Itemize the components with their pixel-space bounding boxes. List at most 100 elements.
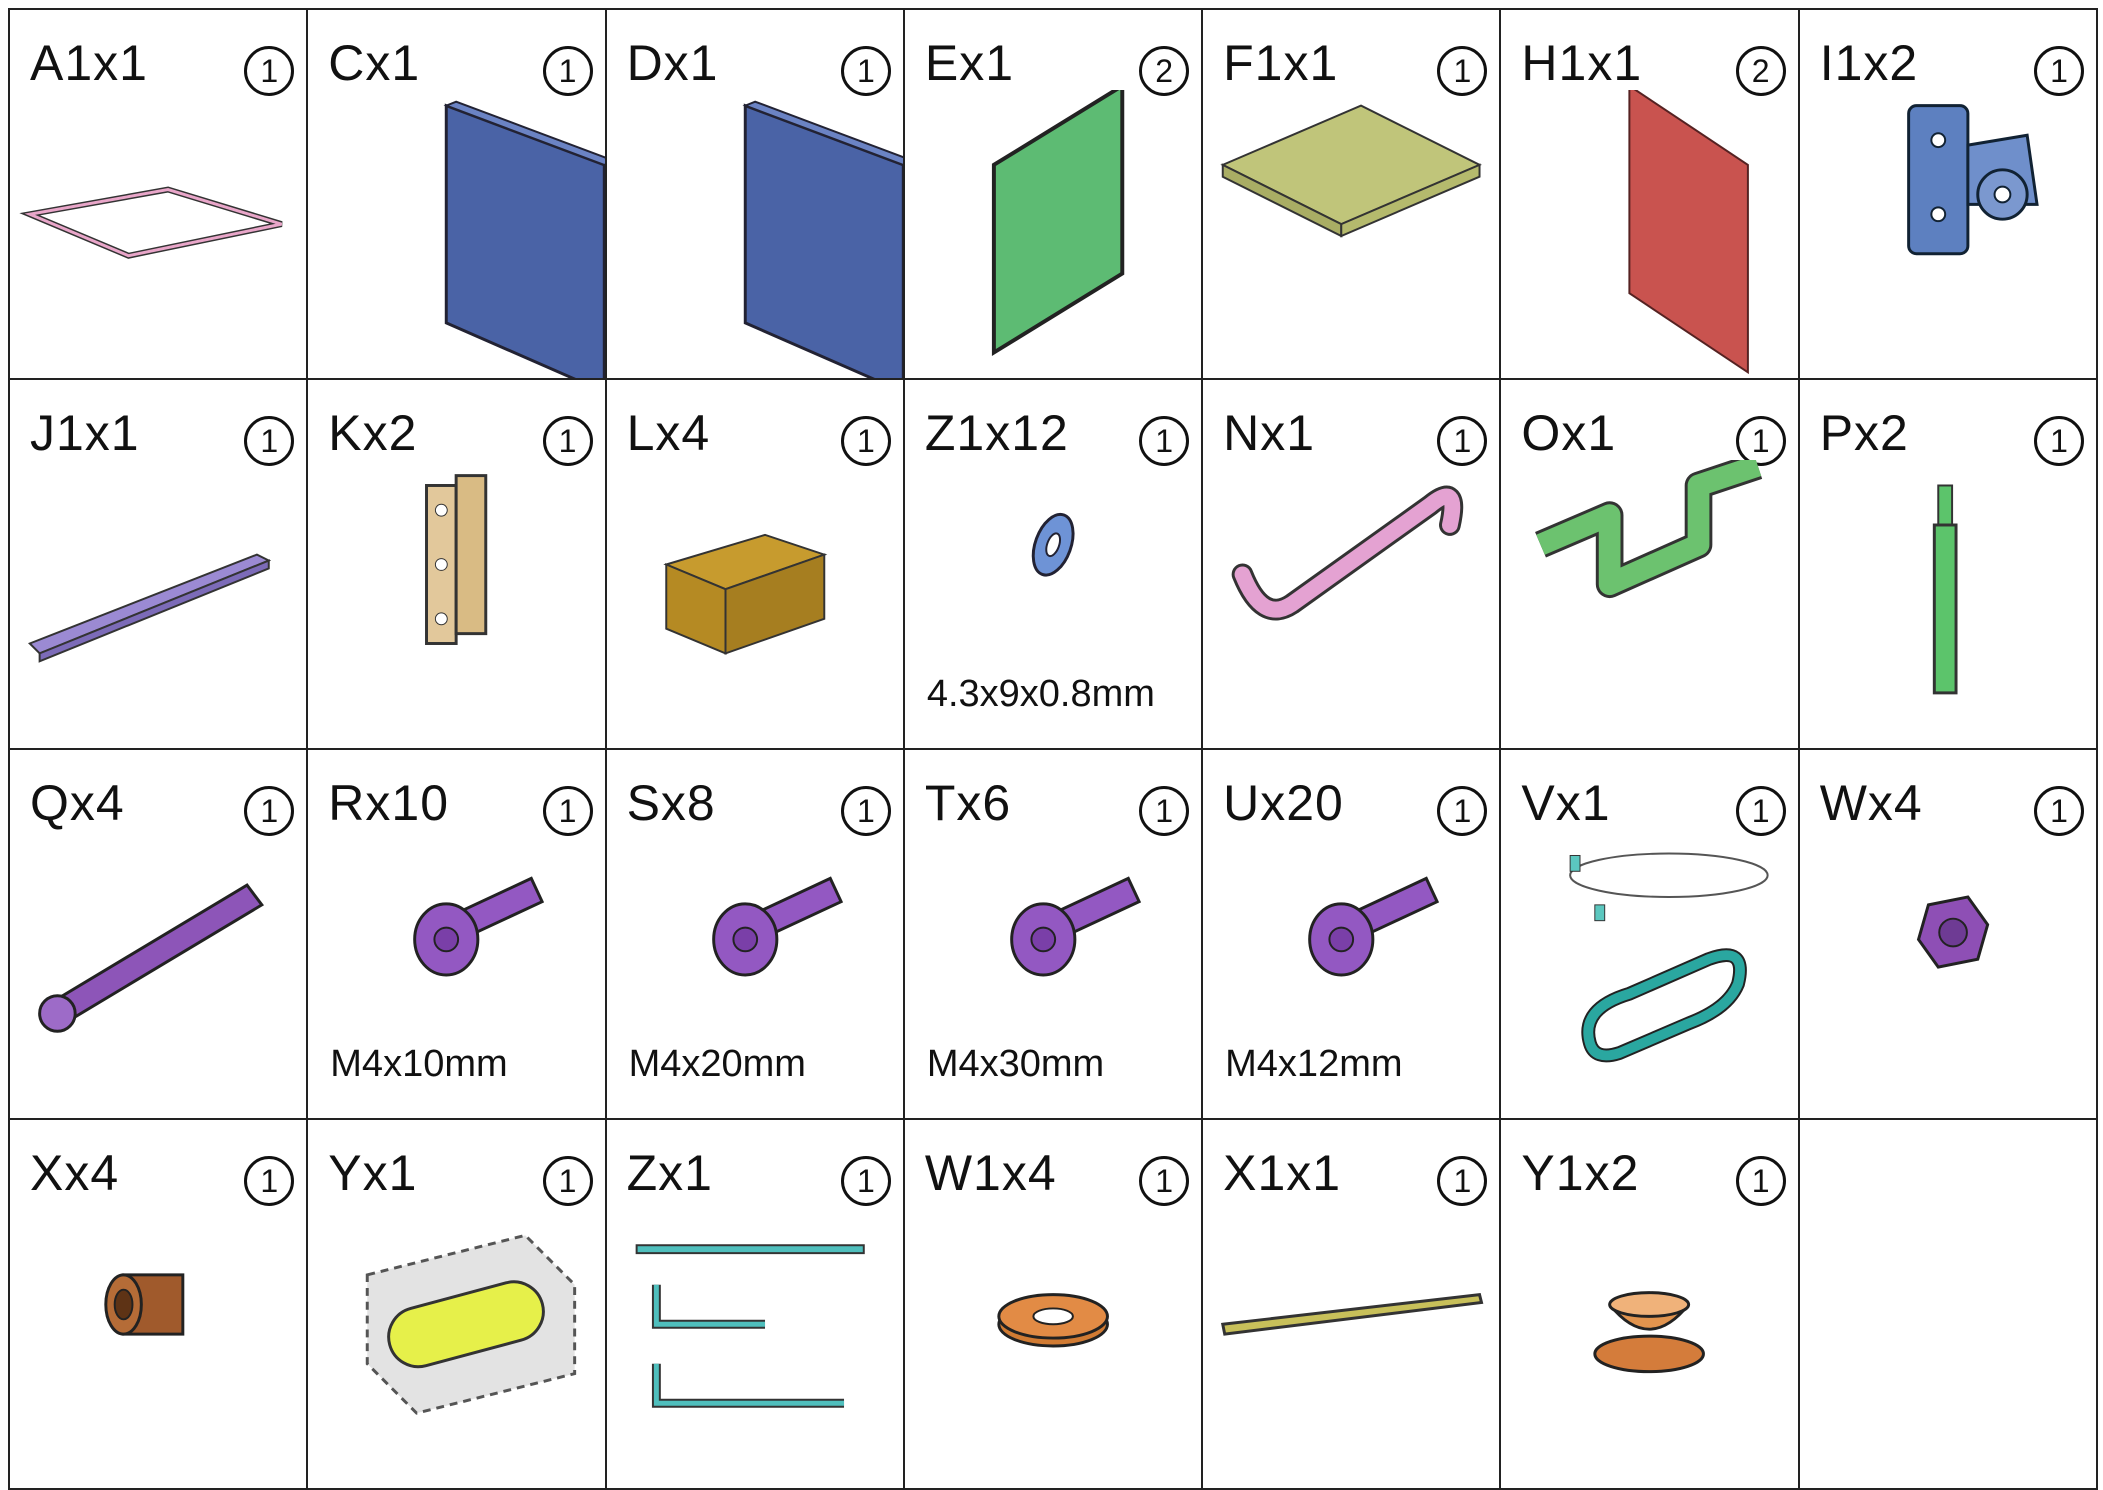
pack-number-badge: 1 [1139,786,1190,836]
shelf-board-icon [1203,90,1499,378]
bar-icon [10,460,306,748]
part-cell: Qx4 1 [10,750,309,1120]
pack-number-badge: 1 [542,46,593,96]
wall-anchor-icon [10,830,306,1118]
part-label: F1x1 [1223,35,1339,91]
part-cell: Wx4 1 [1799,750,2098,1120]
part-label: W1x4 [924,1145,1057,1201]
part-cell: Yx1 1 [308,1120,607,1490]
spacer-icon [10,1200,306,1488]
pack-number-badge: 1 [840,416,891,466]
part-cell: X1x1 1 [1203,1120,1502,1490]
part-label: X1x1 [1223,1145,1342,1201]
part-spec: M4x20mm [628,1043,806,1085]
part-cell: Lx4 1 [606,380,905,750]
ring-washer-icon [905,1200,1201,1488]
part-label: H1x1 [1521,35,1643,91]
part-label: Qx4 [30,775,125,831]
pack-number-badge: 1 [542,786,593,836]
part-spec: 4.3x9x0.8mm [926,673,1155,715]
pack-number-badge: 2 [1139,46,1190,96]
handle-icon [1203,460,1499,748]
part-spec: M4x10mm [330,1043,508,1085]
blue-panel-icon [308,90,605,378]
pack-number-badge: 1 [1437,416,1488,466]
pack-number-badge: 1 [542,416,593,466]
cable-carabiner-icon [1501,830,1797,1118]
screw-icon [1203,830,1499,1118]
pack-number-badge: 1 [542,1156,593,1206]
part-label: Tx6 [924,775,1012,831]
pack-number-badge: 1 [2033,46,2084,96]
part-spec: M4x30mm [926,1043,1105,1085]
part-cell: H1x1 2 [1501,10,1800,380]
washer-icon [905,460,1201,748]
part-label: Px2 [1819,405,1909,461]
frame-icon [10,90,306,378]
hinge-bracket-icon [1800,90,2096,378]
part-cell: Vx1 1 [1501,750,1800,1120]
part-cell: A1x1 1 [10,10,309,380]
level-icon [308,1200,604,1488]
pack-number-badge: 1 [840,46,891,96]
pack-number-badge: 1 [840,1156,891,1206]
part-cell: Ux20 1 M4x12mm [1203,750,1502,1120]
hinge-icon [308,460,604,748]
cup-foot-icon [1501,1200,1797,1488]
part-label: Ex1 [924,35,1015,91]
part-label: Dx1 [626,35,719,91]
pack-number-badge: 1 [244,46,295,96]
part-cell: Sx8 1 M4x20mm [606,750,905,1120]
part-cell: Nx1 1 [1203,380,1502,750]
part-label: Xx4 [30,1145,120,1201]
part-cell: Kx2 1 [308,380,607,750]
part-label: A1x1 [30,35,148,91]
nut-icon [1800,830,2096,1118]
part-cell: Z1x12 1 4.3x9x0.8mm [904,380,1204,750]
pack-number-badge: 1 [244,416,295,466]
pack-number-badge: 1 [2033,786,2084,836]
green-panel-icon [905,82,1201,378]
pin-icon [1800,460,2096,748]
part-label: Yx1 [328,1145,418,1201]
part-cell: Ox1 1 [1501,380,1800,750]
part-label: Sx8 [626,775,716,831]
part-cell: I1x2 1 [1799,10,2098,380]
pack-number-badge: 1 [1437,786,1488,836]
part-label: Y1x2 [1521,1145,1640,1201]
part-label: Nx1 [1223,405,1316,461]
part-cell: Zx1 1 [606,1120,905,1490]
pack-number-badge: 1 [1735,1156,1786,1206]
pack-number-badge: 1 [1437,46,1488,96]
part-label: Lx4 [626,405,711,461]
part-label: Zx1 [626,1145,713,1201]
part-cell: F1x1 1 [1203,10,1502,380]
pack-number-badge: 1 [840,786,891,836]
part-label: Kx2 [328,405,418,461]
part-cell: Dx1 1 [606,10,905,380]
pack-number-badge: 1 [2033,416,2084,466]
part-cell: Cx1 1 [308,10,607,380]
part-cell: J1x1 1 [10,380,309,750]
part-label: J1x1 [30,405,140,461]
part-cell: Px2 1 [1799,380,2098,750]
part-cell: Rx10 1 M4x10mm [308,750,607,1120]
parts-grid: A1x1 1 Cx1 1 Dx1 1 Ex1 2 F1x1 1 H1x1 2 I1x2 1 [8,8,2098,1490]
part-label: Ox1 [1521,405,1617,461]
pack-number-badge: 1 [1139,1156,1190,1206]
part-label: Ux20 [1223,775,1344,831]
part-label: Cx1 [328,35,421,91]
part-label: Vx1 [1521,775,1611,831]
pack-number-badge: 1 [1139,416,1190,466]
strip-icon [1203,1200,1499,1488]
u-bracket-icon [1501,452,1797,748]
pack-number-badge: 1 [1437,1156,1488,1206]
part-cell: Tx6 1 M4x30mm [904,750,1204,1120]
screw-icon [607,830,903,1118]
part-label: Wx4 [1819,775,1923,831]
pack-number-badge: 1 [244,786,295,836]
part-cell: Ex1 2 [904,10,1204,380]
red-panel-icon [1501,84,1797,378]
part-label: Z1x12 [924,405,1069,461]
part-label: Rx10 [328,775,450,831]
